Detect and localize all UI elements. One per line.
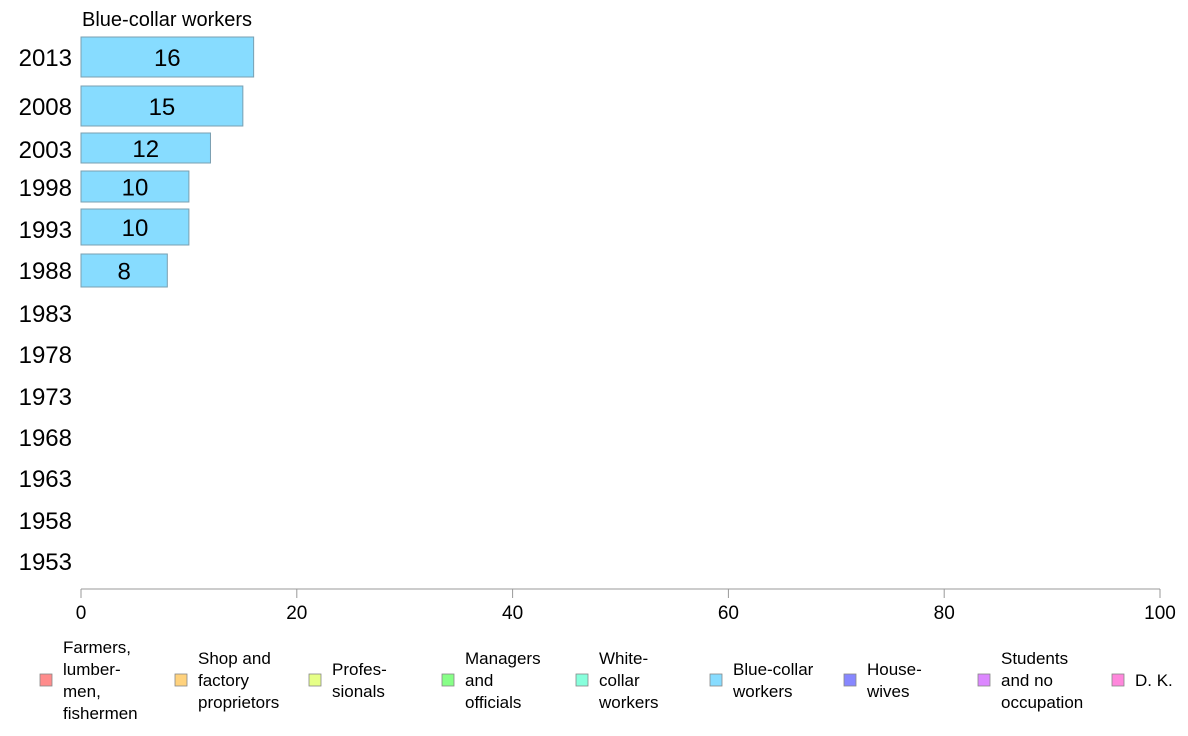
y-tick-label-1968: 1968 [19,425,72,452]
y-tick-label-1973: 1973 [19,384,72,411]
legend: Farmers, lumber-men, fishermen Shop and fact… [39,638,1173,723]
legend-label: Profes-sionals [332,660,387,701]
legend-item: Blue-collar workers [709,660,814,701]
y-tick-label-1988: 1988 [19,258,72,285]
y-tick-label-2008: 2008 [19,94,72,121]
y-tick-label-1983: 1983 [19,301,72,328]
bar-value-label-1988: 8 [117,259,130,286]
legend-swatch [575,673,589,687]
legend-swatch [441,673,455,687]
y-tick-label-2013: 2013 [19,45,72,72]
x-tick-label-20: 20 [286,603,307,624]
bar-value-label-2003: 12 [132,136,159,163]
legend-label: Farmers, lumber-men, fishermen [63,638,138,723]
x-tick-label-80: 80 [934,603,955,624]
bar-1998 [80,170,190,203]
legend-label: White-collar workers [598,649,659,712]
legend-swatch [39,673,53,687]
legend-swatch [977,673,991,687]
bar-value-label-2008: 15 [149,94,176,121]
x-tick-label-100: 100 [1144,603,1176,624]
y-tick-label-1993: 1993 [19,217,72,244]
legend-item: Shop and factory proprietors [174,649,279,712]
bar-2013 [80,36,255,78]
legend-item: Farmers, lumber-men, fishermen [39,638,138,723]
x-tick-label-60: 60 [718,603,739,624]
bar-1993 [80,208,190,246]
y-tick-label-1963: 1963 [19,466,72,493]
y-tick-label-1958: 1958 [19,508,72,535]
y-tick-label-1978: 1978 [19,342,72,369]
legend-swatch [843,673,857,687]
bar-value-label-1998: 10 [122,175,149,202]
legend-item: D. K. [1111,671,1173,690]
legend-label: Blue-collar workers [732,660,814,701]
legend-item: White-collar workers [575,649,659,712]
bar-value-label-2013: 16 [154,45,181,72]
x-tick-label-0: 0 [76,603,87,624]
legend-label: Students and no occupation [1001,649,1083,712]
bar-2008 [80,85,244,127]
bars: 16 15 12 10 10 8 [80,36,255,288]
legend-label: Managers and officials [465,649,541,712]
y-tick-label-2003: 2003 [19,137,72,164]
legend-swatch [709,673,723,687]
x-axis-ticks: 0 20 40 60 80 100 [76,589,1176,624]
legend-item: Students and no occupation [977,649,1083,712]
year-labels: 2013 2008 2003 1998 1993 1988 1983 1978 1973 1968… [19,45,72,576]
y-tick-label-1998: 1998 [19,175,72,202]
bar-1988 [80,253,168,288]
bar-value-label-1993: 10 [122,215,149,242]
legend-label: House-wives [866,660,922,701]
y-tick-label-1953: 1953 [19,549,72,576]
legend-swatch [174,673,188,687]
bar-2003 [80,132,211,164]
legend-swatch [308,673,322,687]
legend-item: House-wives [843,660,922,701]
legend-label: Shop and factory proprietors [198,649,279,712]
series-title: Blue-collar workers [82,9,252,31]
legend-item: Managers and officials [441,649,541,712]
legend-swatch [1111,673,1125,687]
legend-item: Profes-sionals [308,660,387,701]
x-tick-label-40: 40 [502,603,523,624]
legend-label: D. K. [1135,671,1173,690]
